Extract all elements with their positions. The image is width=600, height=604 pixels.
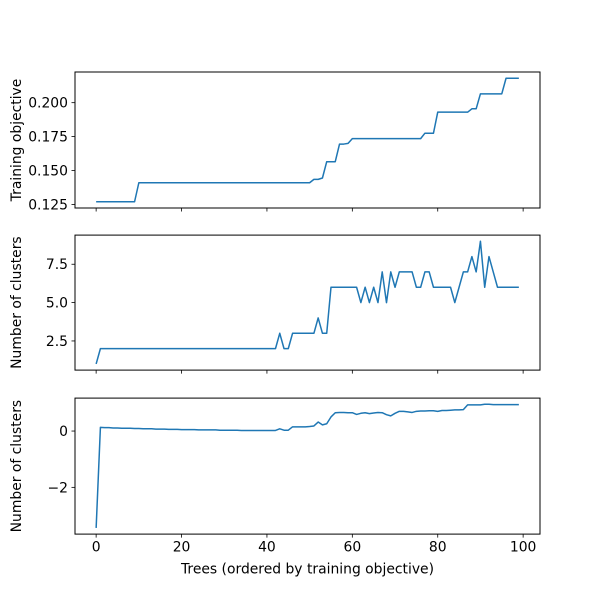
x-tick-label: 80 bbox=[429, 540, 447, 556]
y-tick-label: 0.200 bbox=[28, 96, 68, 112]
series-line bbox=[95, 403, 519, 528]
y-tick-label: 7.5 bbox=[46, 257, 68, 273]
y-tick-label: 5.0 bbox=[46, 296, 68, 312]
y-tick-label: 0 bbox=[59, 424, 68, 440]
series-line bbox=[95, 240, 519, 365]
x-tick-label: 60 bbox=[343, 540, 361, 556]
x-tick-label: 40 bbox=[258, 540, 276, 556]
x-tick-label: 0 bbox=[92, 540, 101, 556]
axes-frame bbox=[74, 71, 541, 209]
x-axis-label: Trees (ordered by training objective) bbox=[180, 562, 434, 578]
subplot-2: 2.5 5.0 7.5 Number of clusters bbox=[9, 234, 541, 374]
y-axis-label: Training objective bbox=[9, 79, 25, 203]
axes-frame bbox=[74, 397, 541, 535]
y-tick-label: 2.5 bbox=[46, 334, 68, 350]
y-tick-label: −2 bbox=[48, 480, 68, 496]
y-tick-label: 0.150 bbox=[28, 163, 68, 179]
x-tick-label: 100 bbox=[510, 540, 537, 556]
y-tick-label: 0.175 bbox=[28, 130, 68, 146]
subplot-3: 0 20 40 60 80 100 −2 0 Number of clusters bbox=[9, 397, 541, 556]
y-axis-label: Number of clusters bbox=[9, 400, 25, 532]
y-tick-label: 0.125 bbox=[28, 197, 68, 213]
x-tick-label: 20 bbox=[173, 540, 191, 556]
series-line bbox=[96, 77, 519, 203]
y-axis-label: Number of clusters bbox=[9, 236, 25, 369]
